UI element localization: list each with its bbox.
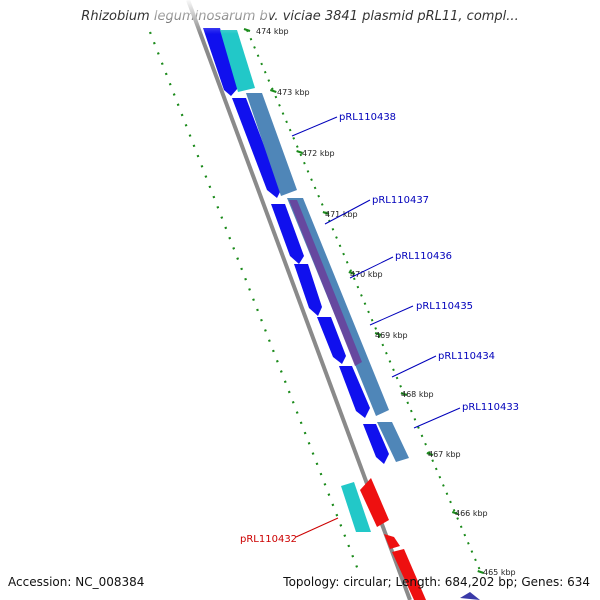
tick-label: 466 kbp (455, 509, 488, 518)
tick-mark (400, 392, 408, 396)
cds-arrow-forward[interactable] (271, 204, 304, 264)
tick-label: 473 kbp (277, 88, 310, 97)
cds-arrow-forward-secondary[interactable] (377, 422, 409, 462)
tick-label: 470 kbp (350, 270, 383, 279)
gene-label[interactable]: pRL110432 (240, 534, 297, 545)
cds-arrow-forward[interactable] (203, 28, 238, 96)
cds-arrow-reverse[interactable] (392, 549, 426, 600)
tick-mark (269, 89, 277, 93)
tick-label: 472 kbp (302, 149, 335, 158)
feature-cyan[interactable] (341, 482, 371, 532)
cds-arrow-reverse[interactable] (384, 534, 400, 549)
cds-arrow-reverse[interactable] (360, 478, 389, 527)
cds-arrow-forward[interactable] (232, 98, 281, 198)
tick-mark (348, 271, 356, 275)
tick-label: 474 kbp (256, 27, 289, 36)
cds-arrow-forward[interactable] (460, 592, 480, 600)
gene-label[interactable]: pRL110437 (372, 195, 429, 206)
feature-cyan[interactable] (220, 30, 255, 92)
tick-mark (322, 211, 330, 215)
cds-arrow-forward[interactable] (317, 317, 346, 364)
tick-label: 471 kbp (325, 210, 358, 219)
inner-dotted-ring (148, 31, 362, 576)
tick-mark (296, 150, 303, 154)
tick-mark (426, 452, 434, 456)
tick-mark (451, 511, 459, 515)
tick-label: 465 kbp (483, 568, 516, 577)
tick-mark (243, 28, 251, 32)
tick-marks (243, 28, 485, 574)
accession-text: Accession: NC_008384 (8, 575, 145, 589)
cds-arrow-forward-overlap[interactable] (289, 200, 362, 366)
gene-label[interactable]: pRL110434 (438, 351, 495, 362)
tick-labels: 474 kbp 473 kbp 472 kbp 471 kbp 470 kbp … (256, 27, 516, 577)
gene-label[interactable]: pRL110435 (416, 301, 473, 312)
cds-arrow-forward[interactable] (294, 264, 322, 316)
edge-fade (150, 0, 270, 34)
tick-label: 467 kbp (428, 450, 461, 459)
topology-text: Topology: circular; Length: 684,202 bp; … (283, 575, 590, 589)
label-leaders (291, 116, 461, 538)
tick-label: 469 kbp (375, 331, 408, 340)
tick-mark (477, 570, 485, 574)
cds-arrow-forward[interactable] (339, 366, 370, 418)
gene-label[interactable]: pRL110436 (395, 251, 452, 262)
cds-arrow-forward-secondary[interactable] (246, 93, 297, 196)
cds-arrow-forward[interactable] (363, 424, 389, 464)
tick-label: 468 kbp (401, 390, 434, 399)
tick-mark (374, 332, 382, 336)
gene-label[interactable]: pRL110433 (462, 402, 519, 413)
gene-label[interactable]: pRL110438 (339, 112, 396, 123)
